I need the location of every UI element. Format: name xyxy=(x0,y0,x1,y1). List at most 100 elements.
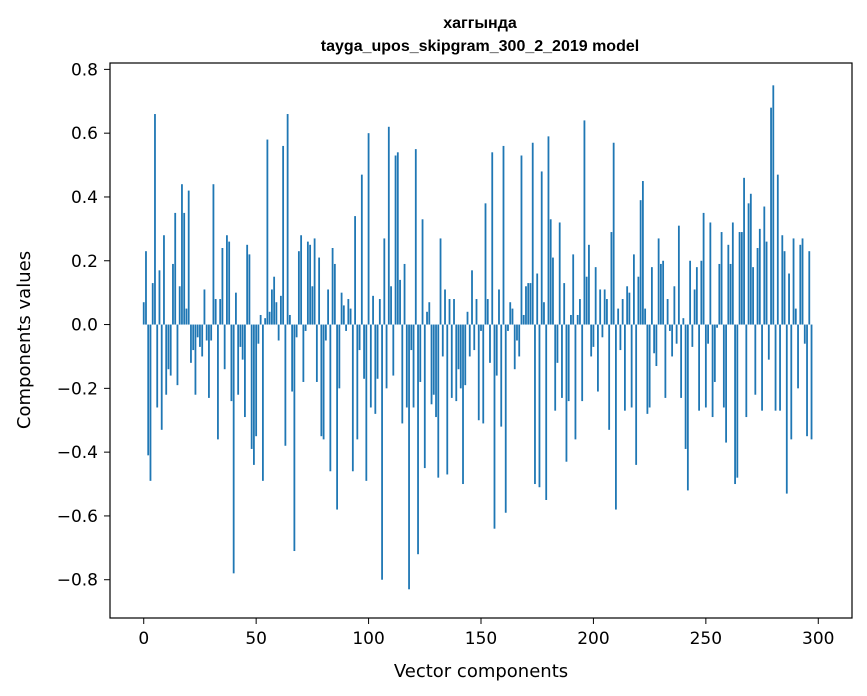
bar xyxy=(639,200,642,325)
bar xyxy=(646,324,649,414)
bar xyxy=(594,267,597,325)
bar xyxy=(475,299,478,325)
bar xyxy=(286,114,289,325)
bar xyxy=(336,324,338,510)
bar xyxy=(686,324,689,491)
bar xyxy=(149,324,152,481)
bar xyxy=(758,228,761,325)
bar xyxy=(763,206,766,325)
y-tick-label: 0.6 xyxy=(71,124,98,144)
bar xyxy=(484,203,487,325)
bar xyxy=(273,276,276,325)
bar xyxy=(324,324,327,341)
bar xyxy=(498,289,500,325)
bar xyxy=(567,324,570,402)
bar xyxy=(468,324,471,357)
bar xyxy=(235,292,237,325)
bar xyxy=(401,324,404,424)
bar xyxy=(444,289,446,325)
bar xyxy=(405,324,408,408)
bar xyxy=(363,324,365,379)
bar xyxy=(369,324,372,408)
x-tick-label: 0 xyxy=(138,629,149,649)
bar xyxy=(718,263,721,325)
bar xyxy=(797,324,799,389)
bar xyxy=(612,142,615,325)
bar xyxy=(145,251,147,325)
y-tick-label: 0.0 xyxy=(71,316,98,336)
bar xyxy=(624,324,626,411)
bar xyxy=(650,267,653,325)
bar xyxy=(378,299,381,325)
bar xyxy=(752,267,754,325)
bar xyxy=(192,324,195,351)
bar xyxy=(500,324,503,427)
bar xyxy=(637,276,640,325)
bar xyxy=(259,314,262,325)
bar xyxy=(707,324,709,344)
bar xyxy=(230,324,233,402)
bar xyxy=(199,324,201,347)
bar xyxy=(606,299,608,325)
bar xyxy=(695,267,698,325)
bar xyxy=(677,225,680,325)
chart-subtitle: tayga_upos_skipgram_300_2_2019 model xyxy=(321,38,639,55)
bar xyxy=(147,324,150,456)
x-axis-label: Vector components xyxy=(394,661,568,682)
bar xyxy=(619,324,622,351)
bar xyxy=(223,324,226,370)
bar xyxy=(221,248,224,325)
bar xyxy=(722,324,725,408)
bar xyxy=(545,324,548,500)
bar xyxy=(590,324,593,357)
bar xyxy=(248,254,251,325)
bar xyxy=(585,276,588,325)
bar xyxy=(383,238,386,325)
bar xyxy=(403,263,406,325)
bar xyxy=(486,299,489,325)
bar xyxy=(279,295,282,325)
bar xyxy=(169,324,172,376)
bar xyxy=(655,324,658,367)
bar xyxy=(228,241,231,325)
x-tick-label: 200 xyxy=(577,629,609,649)
bar xyxy=(212,184,215,325)
bar xyxy=(633,254,635,325)
bar xyxy=(277,324,280,341)
bar xyxy=(408,324,410,590)
bar xyxy=(176,324,179,386)
bar xyxy=(772,85,775,325)
bar xyxy=(250,324,253,449)
bar xyxy=(659,263,662,325)
bar xyxy=(455,324,458,402)
bar xyxy=(783,251,786,325)
bar xyxy=(673,286,676,325)
bar xyxy=(219,299,222,325)
bar xyxy=(738,232,741,325)
bar xyxy=(203,289,206,325)
bar xyxy=(657,238,660,325)
bar xyxy=(473,324,476,351)
bar xyxy=(345,324,347,331)
bar xyxy=(372,295,374,325)
bar xyxy=(702,212,705,325)
bar xyxy=(583,120,586,325)
bar xyxy=(464,324,467,386)
bar xyxy=(342,305,345,325)
bar xyxy=(142,302,145,325)
y-axis-label: Components values xyxy=(14,251,35,429)
bar xyxy=(399,279,401,325)
bar xyxy=(729,263,732,325)
bar xyxy=(653,324,656,354)
bar xyxy=(232,324,235,574)
bar xyxy=(329,324,332,472)
bar xyxy=(441,324,444,357)
bar xyxy=(630,324,633,408)
bar xyxy=(731,222,734,325)
bar xyxy=(181,184,183,325)
bar xyxy=(626,286,629,325)
bar xyxy=(351,324,354,472)
bar xyxy=(518,324,521,357)
bar xyxy=(410,324,413,351)
bar xyxy=(810,324,813,440)
